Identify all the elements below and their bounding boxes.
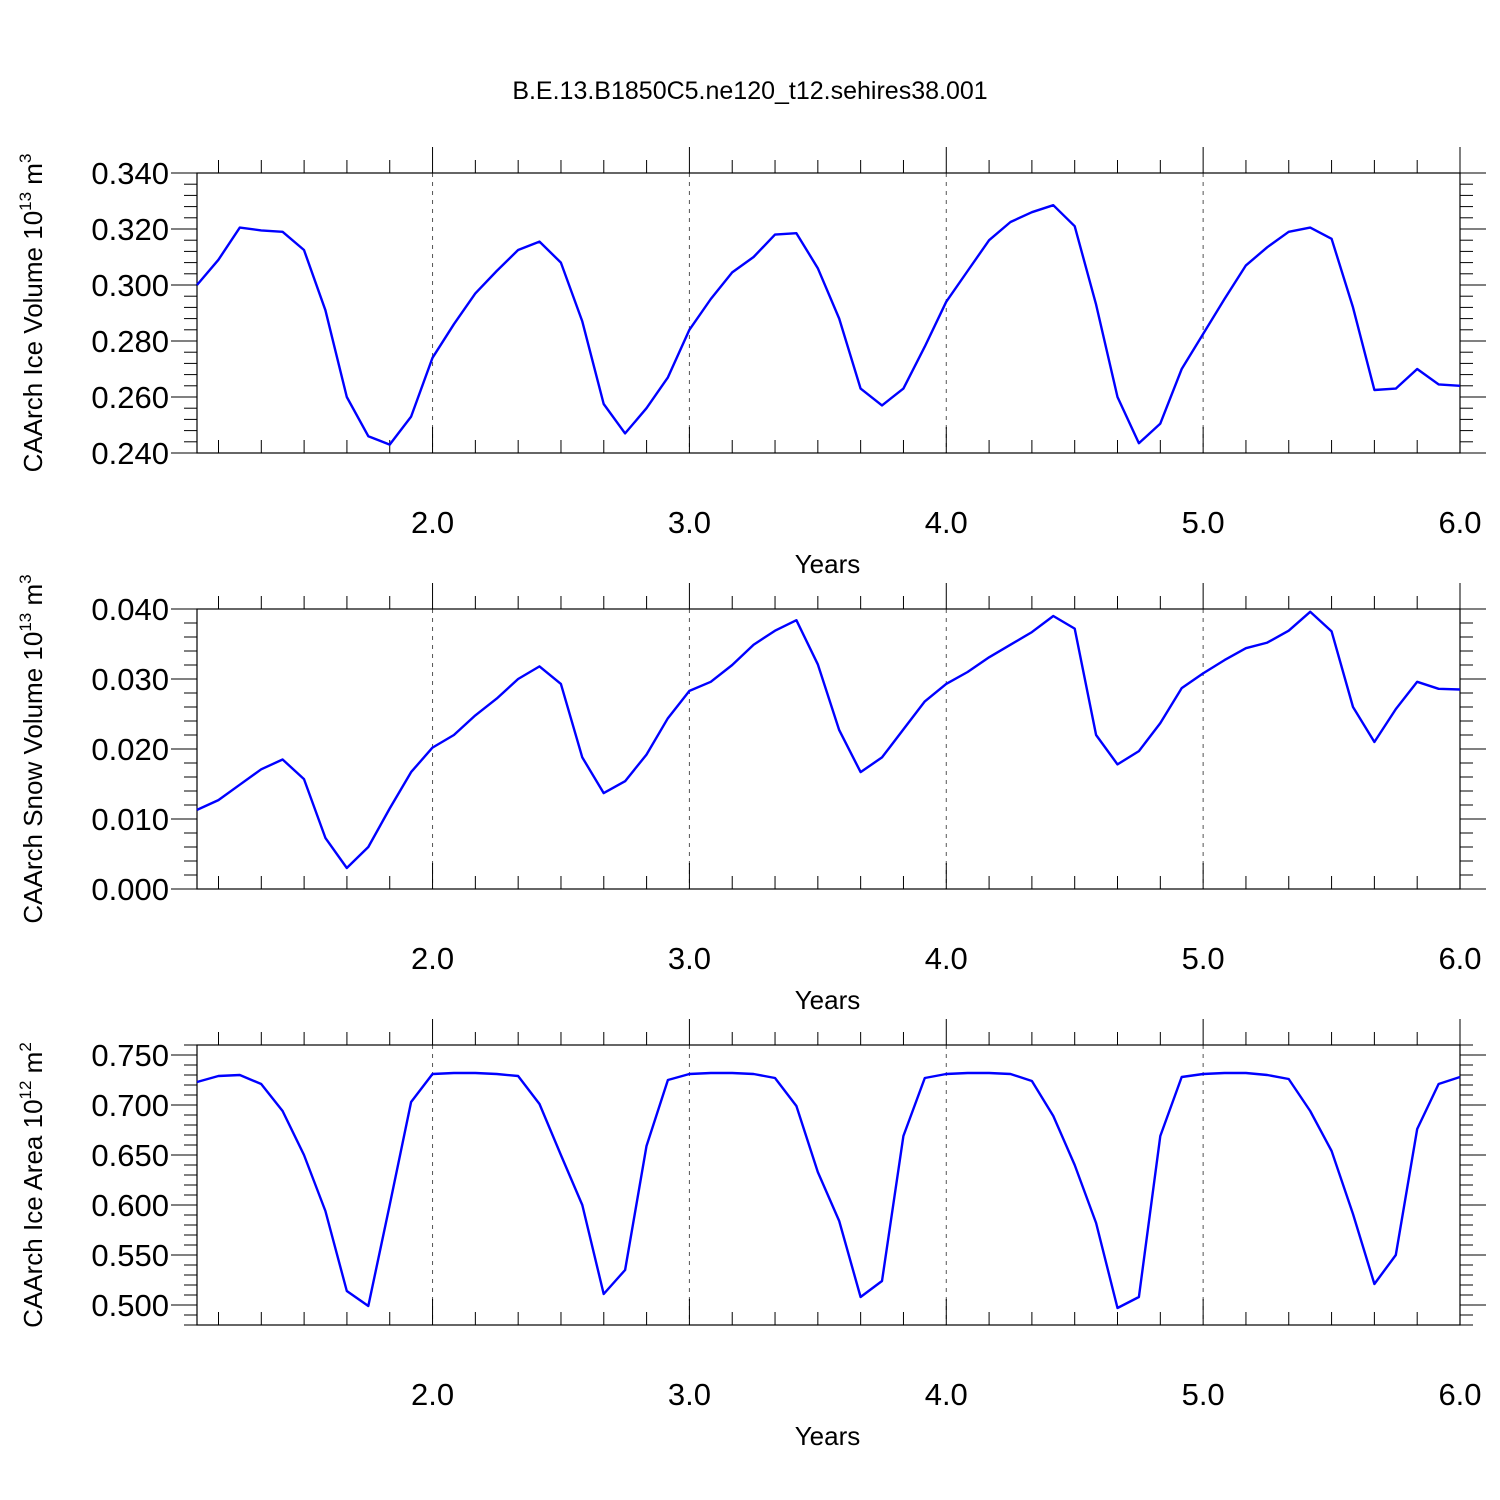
x-tick-label: 6.0 [1438, 941, 1481, 976]
panel-ice-area: 0.500 0.550 0.600 0.650 0.700 0.750 2.0 3.0 4.0 5… [16, 1019, 1486, 1451]
y-tick-label: 0.260 [91, 380, 169, 415]
y-axis-label: CAArch Ice Area 1012 m2 [16, 1042, 48, 1328]
y-tick-label: 0.010 [91, 802, 169, 837]
panel-snow-volume: 0.000 0.010 0.020 0.030 0.040 2.0 3.0 4.0 5.0 6.0… [16, 574, 1486, 1015]
x-tick-label: 5.0 [1182, 941, 1225, 976]
x-axis-label: Years [795, 985, 861, 1015]
y-tick-label: 0.320 [91, 212, 169, 247]
series-line [196, 610, 1461, 870]
series-line [196, 203, 1461, 446]
y-tick-label: 0.040 [91, 592, 169, 627]
y-tick-label: 0.600 [91, 1188, 169, 1223]
plot-frame [196, 172, 1461, 454]
x-tick-label: 2.0 [411, 1377, 454, 1412]
x-tick-label: 4.0 [925, 941, 968, 976]
plot-frame [196, 1044, 1461, 1326]
y-tick-label: 0.750 [91, 1038, 169, 1073]
x-tick-label: 2.0 [411, 505, 454, 540]
y-tick-label: 0.550 [91, 1238, 169, 1273]
x-tick-label: 3.0 [668, 1377, 711, 1412]
series-line [196, 1071, 1461, 1310]
x-axis-label: Years [795, 1421, 861, 1451]
y-tick-label: 0.340 [91, 156, 169, 191]
x-tick-label: 2.0 [411, 941, 454, 976]
y-tick-label: 0.000 [91, 872, 169, 907]
y-tick-label: 0.030 [91, 662, 169, 697]
y-tick-label: 0.500 [91, 1288, 169, 1323]
chart-title: B.E.13.B1850C5.ne120_t12.sehires38.001 [512, 77, 987, 105]
x-tick-label: 6.0 [1438, 1377, 1481, 1412]
y-tick-label: 0.240 [91, 436, 169, 471]
y-tick-label: 0.280 [91, 324, 169, 359]
x-tick-label: 3.0 [668, 941, 711, 976]
x-tick-label: 3.0 [668, 505, 711, 540]
y-tick-label: 0.700 [91, 1088, 169, 1123]
plot-frame [196, 608, 1461, 890]
x-tick-label: 5.0 [1182, 1377, 1225, 1412]
x-axis-label: Years [795, 549, 861, 579]
y-axis-label: CAArch Ice Volume 1013 m3 [16, 154, 48, 473]
x-tick-label: 6.0 [1438, 505, 1481, 540]
panel-ice-volume: 0.240 0.260 0.280 0.300 0.320 0.340 2.0 3.0 4.0 5… [16, 147, 1486, 579]
y-tick-label: 0.300 [91, 268, 169, 303]
y-tick-label: 0.020 [91, 732, 169, 767]
y-axis-label: CAArch Snow Volume 1013 m3 [16, 574, 48, 923]
y-tick-label: 0.650 [91, 1138, 169, 1173]
x-tick-label: 4.0 [925, 505, 968, 540]
x-tick-label: 5.0 [1182, 505, 1225, 540]
x-tick-label: 4.0 [925, 1377, 968, 1412]
